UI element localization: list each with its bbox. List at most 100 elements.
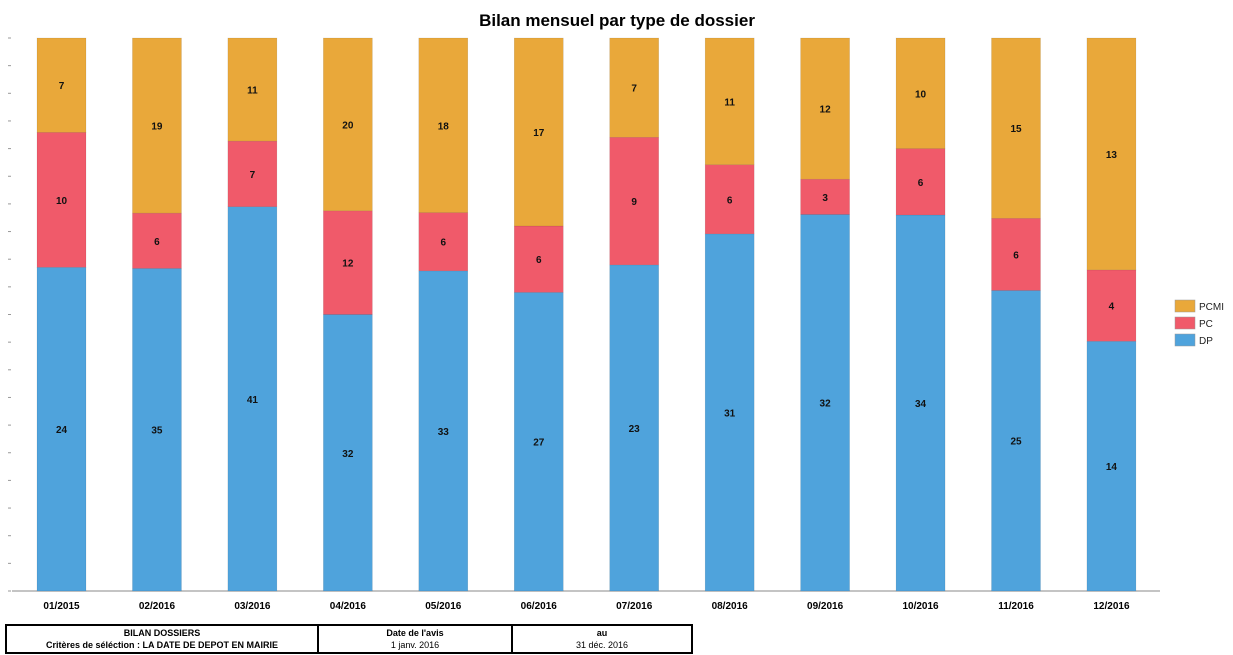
- x-tick-label: 03/2016: [234, 601, 271, 612]
- data-label: 15: [1010, 124, 1022, 135]
- data-label: 33: [438, 427, 450, 438]
- footer-cell-criteria: BILAN DOSSIERS Critères de séléction : L…: [5, 624, 319, 654]
- x-tick-label: 04/2016: [330, 601, 367, 612]
- x-tick-label: 11/2016: [998, 601, 1034, 612]
- data-label: 6: [1013, 250, 1019, 261]
- data-label: 11: [724, 97, 735, 108]
- legend-swatch-pcmi: [1174, 299, 1196, 313]
- data-label: 7: [631, 84, 637, 95]
- bar-segment-dp: [36, 267, 87, 592]
- bar-segment-dp: [895, 214, 946, 592]
- bar-segment-pcmi: [418, 37, 469, 213]
- x-tick-label: 10/2016: [902, 601, 939, 612]
- legend: PCMI PC DP: [1174, 299, 1224, 347]
- legend-label-pcmi: PCMI: [1199, 302, 1224, 313]
- footer-cell-end-date: au 31 déc. 2016: [511, 624, 693, 654]
- data-label: 18: [438, 121, 450, 132]
- data-label: 35: [151, 426, 163, 437]
- bar-segment-dp: [514, 292, 564, 592]
- data-label: 12: [342, 259, 354, 270]
- data-label: 13: [1106, 150, 1118, 161]
- bar-segment-pc: [800, 178, 850, 215]
- data-label: 7: [250, 170, 256, 181]
- legend-label-pc: PC: [1199, 319, 1213, 330]
- data-label: 32: [342, 449, 354, 460]
- data-label: 10: [915, 89, 927, 100]
- legend-swatch-dp: [1174, 333, 1196, 347]
- legend-label-dp: DP: [1199, 336, 1213, 347]
- legend-swatch-pc: [1174, 316, 1196, 330]
- bar-segment-pcmi: [609, 37, 659, 138]
- bar-segment-pc: [514, 225, 564, 293]
- bar-segment-pcmi: [227, 37, 278, 142]
- footer-date-label: Date de l'avis: [386, 628, 444, 638]
- data-label: 6: [536, 255, 542, 266]
- footer-end-date: 31 déc. 2016: [575, 640, 629, 650]
- data-label: 11: [247, 86, 258, 97]
- data-label: 9: [631, 197, 637, 208]
- data-label: 34: [915, 399, 927, 410]
- data-label: 17: [533, 128, 545, 139]
- x-tick-label: 07/2016: [616, 601, 653, 612]
- bar-segment-dp: [609, 264, 659, 592]
- bar-segment-pc: [1086, 269, 1137, 342]
- bar-segment-pcmi: [1086, 37, 1137, 271]
- chart-title: Bilan mensuel par type de dossier: [479, 11, 755, 30]
- data-label: 20: [342, 120, 354, 131]
- x-tick-label: 06/2016: [521, 601, 558, 612]
- data-label: 14: [1106, 462, 1118, 473]
- data-label: 10: [56, 196, 68, 207]
- bar-segment-pc: [991, 218, 1041, 291]
- bar-segment-dp: [800, 214, 850, 592]
- footer-start-date: 1 janv. 2016: [390, 640, 440, 650]
- bar-segment-dp: [323, 314, 373, 592]
- x-tick-label: 12/2016: [1093, 601, 1130, 612]
- bar-segment-pcmi: [36, 37, 87, 133]
- data-label: 19: [151, 122, 163, 133]
- bar-segment-pc: [132, 212, 182, 269]
- data-label: 27: [533, 438, 545, 449]
- footer-table: BILAN DOSSIERS Critères de séléction : L…: [5, 624, 693, 654]
- x-tick-label: 08/2016: [712, 601, 749, 612]
- data-label: 4: [1109, 302, 1115, 313]
- footer-bilan-title: BILAN DOSSIERS: [123, 628, 201, 638]
- bars-group: 24 10 7 35 6 19 41 7 11 32 12 20 33 6 18 27 6 17 23 9 7 31 6 11…: [36, 37, 1137, 592]
- bar-segment-dp: [227, 206, 278, 592]
- bar-segment-pc: [36, 132, 87, 268]
- data-label: 24: [56, 425, 68, 436]
- x-tick-label: 02/2016: [139, 601, 176, 612]
- bar-segment-pc: [227, 140, 278, 207]
- bar-segment-pc: [704, 164, 755, 235]
- bar-segment-pcmi: [704, 37, 755, 165]
- bar-segment-pcmi: [514, 37, 564, 227]
- x-tick-label: 09/2016: [807, 601, 844, 612]
- footer-criteria-text: Critères de séléction : LA DATE DE DEPOT…: [45, 640, 279, 650]
- data-label: 6: [154, 237, 160, 248]
- bar-segment-dp: [418, 270, 469, 592]
- footer-cell-start-date: Date de l'avis 1 janv. 2016: [317, 624, 513, 654]
- bar-segment-dp: [704, 233, 755, 592]
- bar-segment-pc: [323, 210, 373, 315]
- data-label: 12: [820, 105, 832, 116]
- data-label: 6: [918, 178, 924, 189]
- bar-segment-dp: [1086, 341, 1137, 592]
- footer-au-label: au: [596, 628, 608, 638]
- bar-segment-pc: [609, 137, 659, 266]
- bar-segment-pcmi: [800, 37, 850, 180]
- data-label: 32: [820, 399, 832, 410]
- data-label: 7: [59, 81, 65, 92]
- data-label: 23: [629, 424, 641, 435]
- data-label: 25: [1010, 437, 1022, 448]
- data-label: 31: [724, 408, 736, 419]
- bar-segment-dp: [991, 290, 1041, 592]
- x-axis-labels: 01/2015 02/2016 03/2016 04/2016 05/2016 06/20…: [43, 601, 1130, 612]
- bar-segment-pcmi: [132, 37, 182, 214]
- data-label: 3: [822, 193, 828, 204]
- bar-segment-pcmi: [323, 37, 373, 212]
- y-axis: [8, 37, 11, 592]
- data-label: 6: [441, 238, 447, 249]
- data-label: 41: [247, 395, 259, 406]
- data-label: 6: [727, 195, 733, 206]
- bar-segment-pcmi: [895, 37, 946, 149]
- stacked-bar-chart: Bilan mensuel par type de dossier 24 10 7 3…: [8, 11, 1224, 612]
